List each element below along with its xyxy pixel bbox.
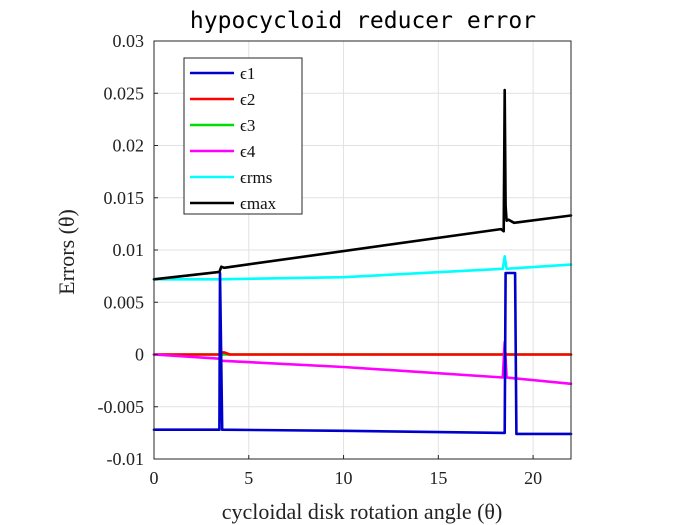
- series-line-5: [152, 254, 573, 281]
- legend-entry-label: ϵ3: [240, 116, 255, 135]
- series-line-1: [152, 271, 573, 436]
- series-line-4: [152, 340, 573, 386]
- y-tick-label: 0.02: [113, 136, 145, 156]
- y-tick-label: 0.015: [104, 188, 145, 208]
- y-tick-label: -0.005: [98, 397, 145, 417]
- legend-entry-label: ϵ1: [240, 64, 255, 83]
- x-tick-label: 10: [335, 468, 353, 488]
- y-tick-label: 0: [135, 345, 144, 365]
- y-axis-label: Errors (θ): [54, 209, 79, 295]
- legend-entry-label: ϵ2: [240, 90, 255, 109]
- legend-box: [183, 57, 303, 215]
- series-line-6: [152, 88, 573, 281]
- x-tick-label: 20: [524, 468, 542, 488]
- y-tick-label: 0.005: [104, 292, 145, 312]
- y-tick-label: -0.01: [107, 449, 145, 469]
- x-tick-label: 15: [429, 468, 447, 488]
- legend-entry-label: ϵmax: [240, 194, 277, 213]
- y-tick-label: 0.025: [104, 83, 145, 103]
- series-layer: [152, 88, 573, 436]
- x-tick-label: 0: [150, 468, 159, 488]
- x-tick-label: 5: [244, 468, 253, 488]
- legend-entry-label: ϵrms: [240, 168, 272, 187]
- y-tick-label: 0.03: [113, 31, 145, 51]
- ticks: 0 5 10 15 20 -0.01 -0.005 0 0.005 0.01 0.015 0.02 0.…: [98, 31, 543, 488]
- x-axis-label: cycloidal disk rotation angle (θ): [222, 499, 503, 524]
- chart-title: hypocycloid reducer error: [190, 8, 536, 34]
- y-tick-label: 0.01: [113, 240, 145, 260]
- legend-entry-label: ϵ4: [240, 142, 256, 161]
- series-line-2: [152, 351, 573, 356]
- legend: ϵ1 ϵ2 ϵ3 ϵ4 ϵrms ϵmax: [183, 57, 303, 215]
